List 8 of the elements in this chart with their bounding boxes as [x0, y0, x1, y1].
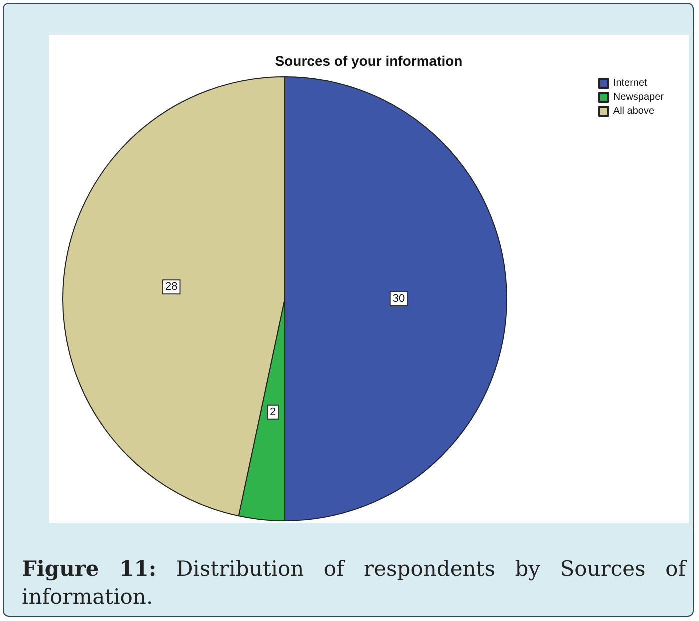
- legend-label: Internet: [613, 78, 648, 89]
- data-label: 28: [166, 281, 178, 294]
- chart-title: Sources of your information: [275, 53, 463, 69]
- legend-label: All above: [613, 106, 655, 117]
- caption: Figure 11: Distribution of respondents by Sources of information.: [22, 555, 686, 611]
- data-label: 2: [270, 406, 276, 418]
- legend-label: Newspaper: [613, 92, 665, 103]
- data-label: 30: [392, 293, 406, 305]
